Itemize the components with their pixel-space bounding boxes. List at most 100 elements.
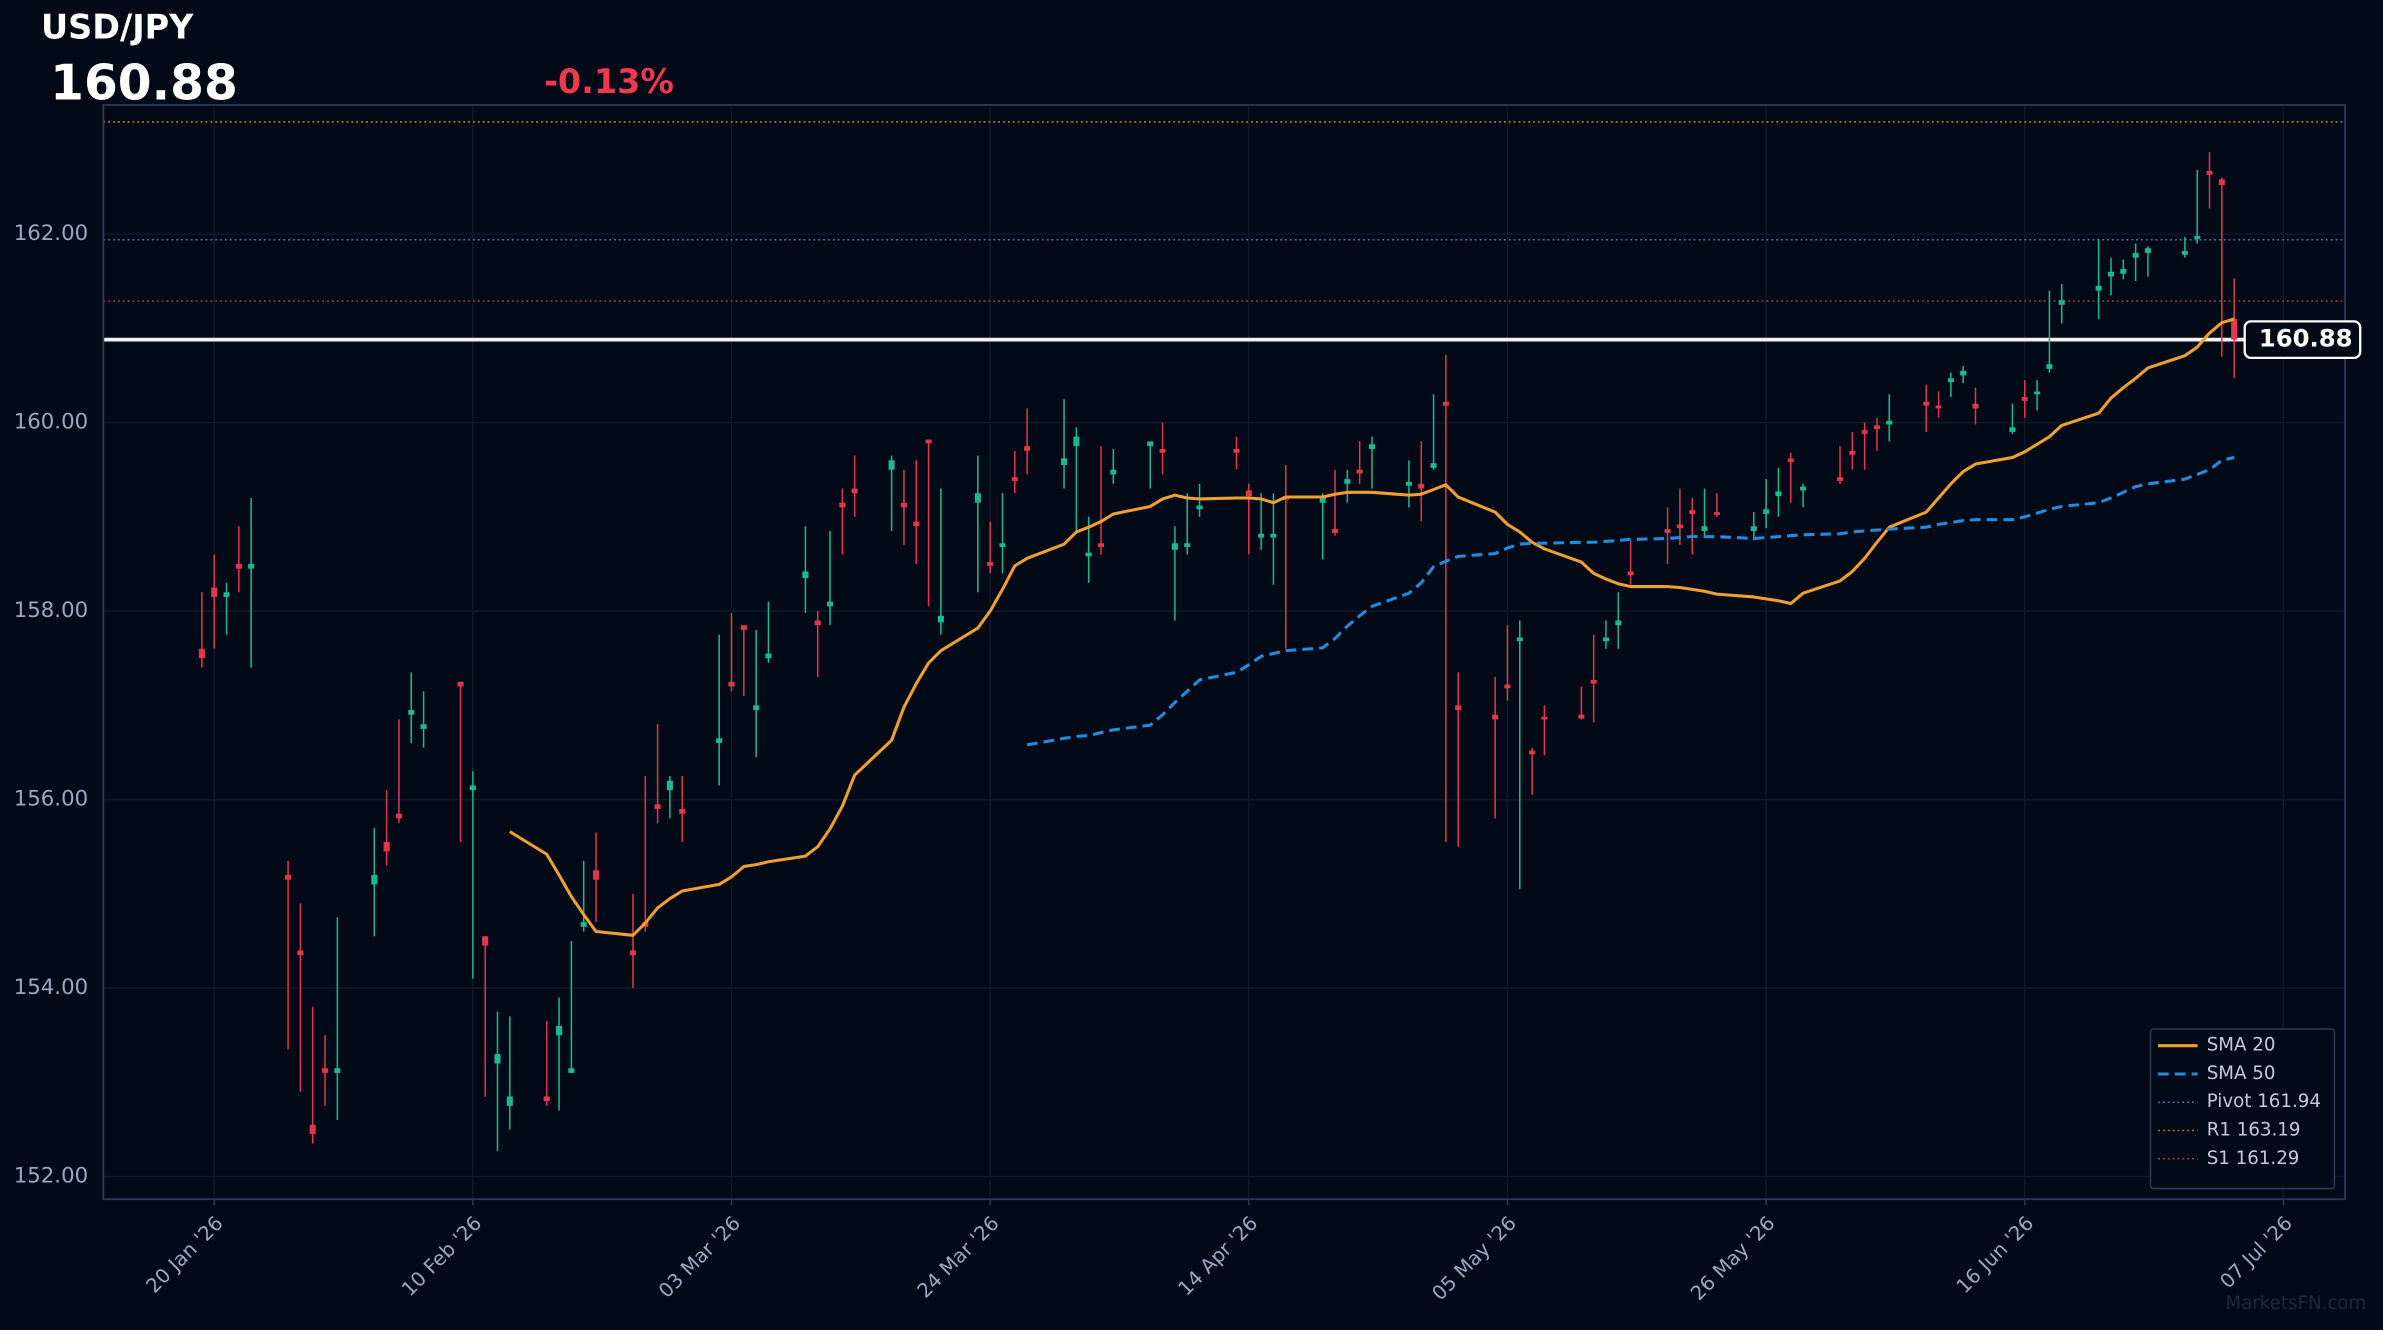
candle-body [1676, 524, 1683, 529]
candle-body [1245, 490, 1252, 497]
candle-body [568, 1068, 575, 1073]
candle-body [2194, 235, 2201, 239]
y-tick-label: 158.00 [14, 598, 88, 623]
candle-body [592, 870, 600, 880]
candle-body [1455, 705, 1462, 711]
candle-body [1541, 716, 1548, 720]
candle-body [1331, 529, 1339, 533]
candle-body [1578, 714, 1585, 719]
candle-body [1775, 491, 1782, 497]
candle-body [2034, 391, 2041, 395]
candle-body [925, 439, 932, 444]
candle-body [1319, 497, 1326, 503]
candle-body [1590, 679, 1597, 684]
candle-body [2231, 318, 2238, 340]
candle-body [999, 543, 1006, 547]
last-price-box [2243, 320, 2362, 360]
candle-body [223, 592, 230, 597]
candle-body [839, 502, 846, 508]
candle-body [371, 874, 378, 885]
candle-body [285, 874, 292, 880]
candle-body [235, 563, 242, 569]
candle-body [2107, 271, 2115, 277]
candle-body [1713, 512, 1720, 515]
candle-body [1504, 684, 1511, 689]
candle-body [654, 804, 661, 810]
candle-body [1836, 477, 1844, 482]
y-tick-label: 152.00 [14, 1164, 88, 1189]
candle-body [716, 738, 723, 744]
candle-body [1442, 401, 1449, 406]
price-header: 160.88 [50, 56, 238, 112]
candle-body [395, 813, 402, 819]
candle-body [1664, 529, 1671, 533]
candle-body [987, 562, 994, 566]
candle-body [297, 950, 304, 956]
candle-body [1701, 526, 1708, 531]
candle-body [1516, 637, 1523, 642]
candle-body [753, 705, 760, 711]
candle-body [1024, 446, 1031, 451]
candle-body [1935, 405, 1942, 409]
candle-body [506, 1096, 513, 1106]
candle-body [1602, 637, 1610, 642]
y-tick-label: 154.00 [14, 975, 88, 1000]
candle-body [913, 521, 920, 527]
candle-body [1849, 450, 1856, 455]
candle-body [469, 785, 476, 791]
candle-body [543, 1096, 550, 1102]
change-percent: -0.13% [544, 62, 674, 101]
candle-body [1886, 420, 1893, 425]
candle-body [1110, 469, 1117, 475]
candle-body [1923, 401, 1930, 406]
candle-body [1861, 430, 1868, 434]
candle-body [2046, 364, 2053, 369]
candle-body [974, 493, 981, 503]
last-price-label: 160.88 [2259, 324, 2353, 353]
plot-frame [102, 104, 2346, 1201]
candle-body [851, 488, 858, 494]
candle-body [1947, 378, 1954, 383]
watermark: MarketsFN.com [2225, 1293, 2366, 1314]
candle-body [1147, 441, 1154, 447]
candle-body [888, 460, 895, 470]
candle-body [802, 571, 809, 579]
candle-body [383, 841, 390, 852]
candle-body [765, 653, 772, 659]
legend-label: SMA 50 [2207, 1063, 2276, 1084]
y-tick-label: 162.00 [14, 221, 88, 246]
candle-body [2095, 285, 2102, 291]
candle-body [248, 563, 255, 569]
candle-body [900, 502, 907, 508]
candle-body [1492, 714, 1499, 720]
candle-body [1627, 571, 1634, 576]
candle-body [556, 1025, 563, 1036]
candle-body [1061, 458, 1068, 465]
candle-body [1356, 469, 1363, 474]
candle-body [2021, 397, 2028, 401]
candle-body [629, 950, 637, 956]
candle-body [1196, 505, 1203, 510]
candle-body [211, 587, 218, 597]
candle-body [1750, 526, 1757, 531]
y-tick-label: 160.00 [14, 410, 88, 435]
candle-body [666, 780, 673, 791]
candle-body [937, 615, 944, 623]
candle-body [1960, 370, 1967, 376]
candle-body [1405, 481, 1412, 486]
candle-body [679, 809, 686, 814]
candle-body [1689, 510, 1696, 515]
candle-body [1368, 444, 1376, 449]
overlay-line [1026, 455, 2235, 747]
candle-body [482, 936, 489, 946]
candle-body [1270, 533, 1277, 538]
candle-body [1073, 436, 1080, 447]
candle-body [1159, 448, 1166, 453]
candle-body [2009, 427, 2016, 433]
candle-body [420, 724, 427, 729]
candle-body [1344, 479, 1351, 484]
symbol-title: USD/JPY [41, 7, 194, 46]
candle-body [2144, 248, 2151, 253]
